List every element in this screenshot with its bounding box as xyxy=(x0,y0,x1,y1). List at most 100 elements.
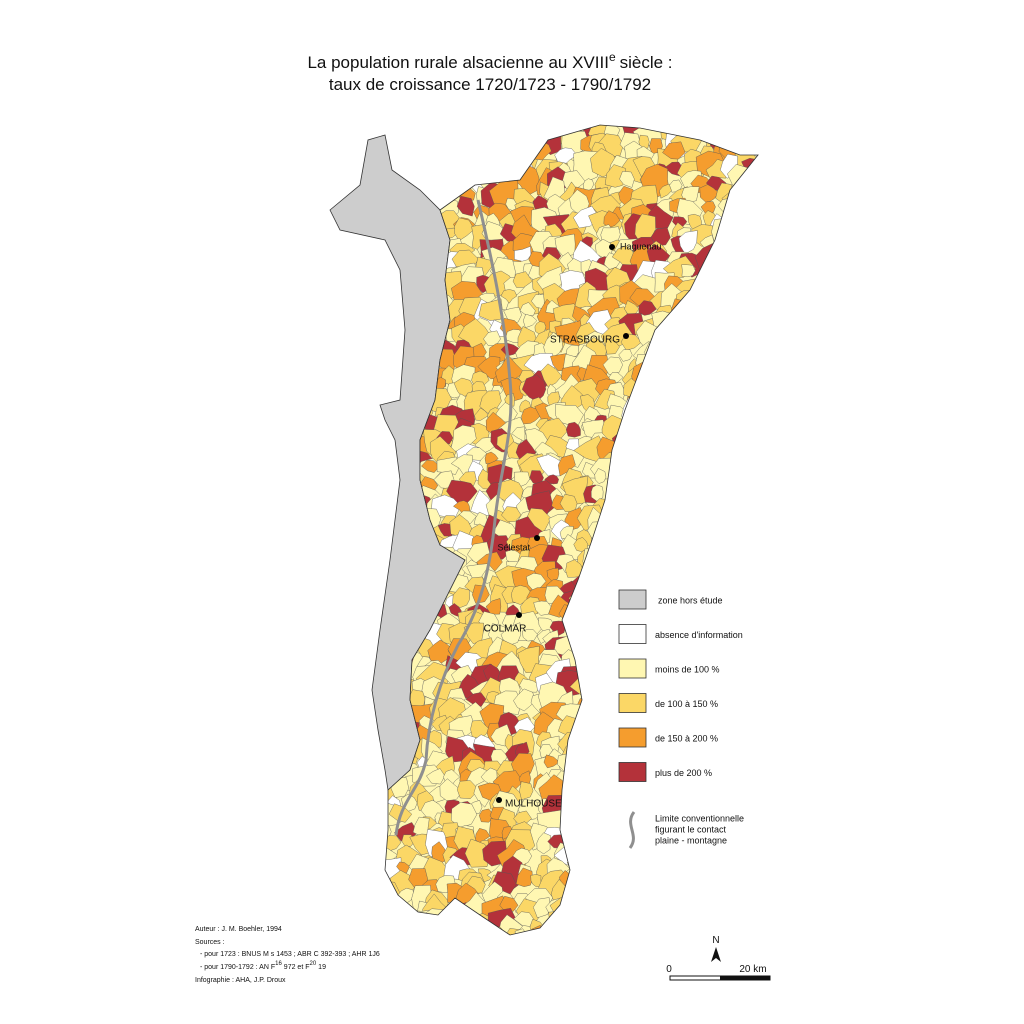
commune xyxy=(711,217,733,248)
commune xyxy=(655,853,678,878)
commune xyxy=(734,581,755,598)
commune xyxy=(521,406,541,425)
commune xyxy=(454,217,475,242)
commune xyxy=(759,706,782,727)
commune xyxy=(736,467,758,492)
commune xyxy=(594,585,613,604)
commune xyxy=(592,643,605,658)
commune xyxy=(755,625,758,642)
commune xyxy=(674,125,695,138)
commune xyxy=(522,628,538,642)
commune xyxy=(588,859,604,878)
commune xyxy=(719,701,741,719)
commune xyxy=(677,483,698,509)
credits: Auteur : J. M. Boehler, 1994 Sources : -… xyxy=(195,926,380,984)
commune xyxy=(716,355,734,377)
commune xyxy=(573,783,603,810)
commune xyxy=(743,585,758,610)
commune xyxy=(638,300,657,316)
commune xyxy=(575,760,593,780)
commune xyxy=(385,322,397,345)
commune xyxy=(566,796,587,823)
commune xyxy=(636,922,668,935)
commune xyxy=(578,880,592,895)
commune xyxy=(666,532,690,560)
commune xyxy=(691,562,715,587)
commune xyxy=(385,923,412,935)
commune xyxy=(669,911,683,928)
commune xyxy=(616,854,635,881)
commune xyxy=(681,869,710,898)
src2-sup1: 16 xyxy=(275,961,282,967)
commune xyxy=(631,676,651,694)
commune xyxy=(648,933,664,935)
commune xyxy=(632,494,659,514)
commune xyxy=(737,888,755,903)
commune xyxy=(740,706,758,727)
commune xyxy=(578,801,602,822)
commune xyxy=(749,877,758,891)
commune xyxy=(652,538,676,563)
commune xyxy=(640,782,661,807)
commune xyxy=(427,163,452,185)
commune xyxy=(667,501,695,528)
commune xyxy=(478,140,492,156)
commune xyxy=(459,923,479,935)
commune xyxy=(501,140,524,169)
commune xyxy=(599,779,628,812)
commune xyxy=(485,598,502,615)
commune xyxy=(736,334,758,357)
commune xyxy=(567,781,590,802)
commune xyxy=(699,450,714,467)
commune xyxy=(738,910,758,933)
commune xyxy=(753,715,758,743)
commune xyxy=(446,904,465,929)
commune xyxy=(604,164,627,188)
commune xyxy=(659,379,679,402)
commune xyxy=(638,800,651,819)
commune xyxy=(554,147,578,165)
commune xyxy=(584,900,609,922)
commune xyxy=(673,509,705,532)
commune xyxy=(604,902,620,918)
city-label: COLMAR xyxy=(484,624,527,635)
commune xyxy=(667,791,686,813)
commune xyxy=(561,814,583,832)
commune xyxy=(756,838,758,857)
north-label: N xyxy=(712,935,719,946)
commune xyxy=(521,374,547,402)
commune xyxy=(580,909,608,935)
commune xyxy=(745,823,758,846)
commune xyxy=(671,473,696,494)
commune xyxy=(522,313,538,328)
commune xyxy=(604,828,624,850)
commune xyxy=(421,459,440,473)
commune xyxy=(733,262,758,284)
commune xyxy=(732,206,752,228)
commune xyxy=(563,823,583,844)
scale-bar-black xyxy=(720,976,770,980)
commune xyxy=(731,913,752,935)
commune xyxy=(760,164,774,179)
commune xyxy=(736,202,753,218)
commune xyxy=(738,596,758,622)
commune xyxy=(695,389,714,412)
commune xyxy=(726,398,742,419)
commune xyxy=(751,563,758,584)
commune xyxy=(726,898,747,924)
commune xyxy=(546,125,561,138)
commune xyxy=(723,436,740,451)
commune xyxy=(385,355,404,380)
legend-label: de 100 à 150 % xyxy=(655,699,718,709)
commune xyxy=(681,642,701,663)
commune xyxy=(698,351,717,369)
commune xyxy=(739,134,758,153)
commune xyxy=(678,470,713,497)
commune xyxy=(647,467,674,494)
legend-line-label: Limite conventionnelle xyxy=(655,813,744,823)
commune xyxy=(665,930,688,935)
commune xyxy=(661,401,690,426)
commune xyxy=(712,535,732,556)
commune xyxy=(693,278,710,296)
commune xyxy=(573,811,595,832)
